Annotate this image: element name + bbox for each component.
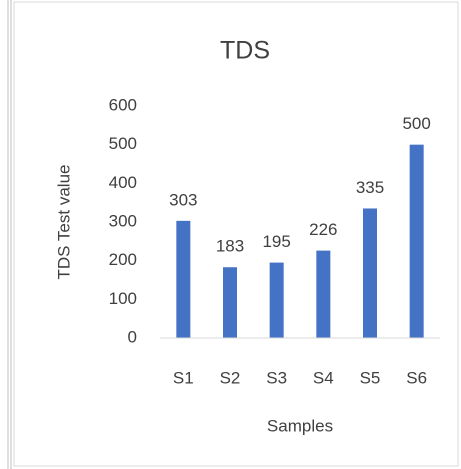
y-axis-label: TDS Test value xyxy=(54,165,73,280)
chart-title: TDS xyxy=(220,37,270,65)
y-tick-label: 100 xyxy=(109,289,137,308)
x-tick-label: S5 xyxy=(360,368,381,387)
data-label: 500 xyxy=(402,114,430,133)
data-label: 226 xyxy=(309,220,337,239)
bar xyxy=(363,208,377,338)
x-tick-label: S2 xyxy=(220,368,241,387)
data-label: 303 xyxy=(169,190,197,209)
y-tick-label: 400 xyxy=(109,173,137,192)
bar xyxy=(223,267,237,338)
x-tick-label: S3 xyxy=(266,368,287,387)
bar xyxy=(176,220,191,338)
y-tick-label: 200 xyxy=(109,250,137,269)
bar xyxy=(316,250,331,338)
y-tick-label: 500 xyxy=(109,134,137,153)
y-tick-label: 300 xyxy=(109,211,137,230)
x-tick-label: S6 xyxy=(406,368,427,387)
x-axis-label: Samples xyxy=(267,416,333,435)
x-tick-label: S1 xyxy=(173,368,194,387)
y-tick-label: 600 xyxy=(109,95,137,114)
chart-border xyxy=(13,1,459,467)
data-label: 335 xyxy=(356,178,384,197)
x-tick-label: S4 xyxy=(313,368,334,387)
y-tick-label: 0 xyxy=(128,327,137,346)
data-label: 183 xyxy=(216,237,244,256)
bar xyxy=(269,262,284,338)
bar xyxy=(409,144,424,338)
data-label: 195 xyxy=(262,232,290,251)
